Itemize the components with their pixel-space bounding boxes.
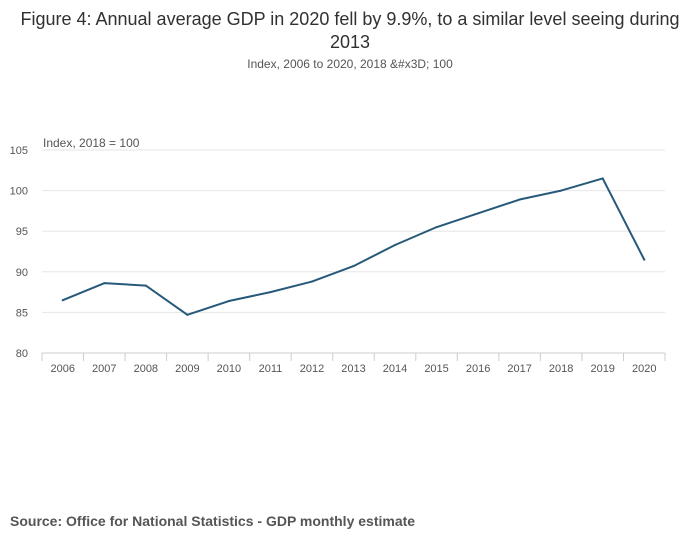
y-tick-label: 100 <box>10 186 28 198</box>
y-tick-label: 80 <box>16 348 28 360</box>
data-point <box>186 313 189 316</box>
source-note: Source: Office for National Statistics -… <box>10 513 416 529</box>
x-tick-label: 2019 <box>590 363 614 375</box>
x-tick-label: 2008 <box>134 363 158 375</box>
x-tick-label: 2016 <box>466 363 490 375</box>
data-point <box>144 284 147 287</box>
data-point <box>269 291 272 294</box>
x-tick-label: 2009 <box>175 363 199 375</box>
data-point <box>310 280 313 283</box>
x-tick-label: 2011 <box>259 363 283 375</box>
x-tick-label: 2020 <box>632 363 656 375</box>
x-tick-label: 2007 <box>92 363 116 375</box>
x-tick-label: 2018 <box>549 363 573 375</box>
y-axis-label: Index, 2018 = 100 <box>43 136 140 150</box>
data-point <box>61 299 64 302</box>
chart-subtitle: Index, 2006 to 2020, 2018 &#x3D; 100 <box>247 57 453 71</box>
data-point <box>601 177 604 180</box>
y-tick-label: 105 <box>10 145 28 157</box>
data-point <box>227 300 230 303</box>
x-tick-label: 2014 <box>383 363 407 375</box>
data-point <box>103 282 106 285</box>
data-point <box>477 212 480 215</box>
x-tick-label: 2015 <box>424 363 448 375</box>
chart-title: Figure 4: Annual average GDP in 2020 fel… <box>20 9 680 52</box>
data-point <box>560 189 563 192</box>
y-tick-label: 90 <box>16 267 28 279</box>
data-point <box>352 265 355 268</box>
x-tick-label: 2017 <box>507 363 531 375</box>
x-tick-label: 2013 <box>341 363 365 375</box>
x-tick-label: 2006 <box>51 363 75 375</box>
data-point <box>643 258 646 261</box>
y-tick-label: 95 <box>16 226 28 238</box>
data-point <box>518 198 521 201</box>
x-tick-label: 2010 <box>217 363 241 375</box>
series-line-gdp <box>61 177 646 316</box>
data-point <box>394 244 397 247</box>
data-point <box>435 226 438 229</box>
y-tick-label: 85 <box>16 307 28 319</box>
x-tick-label: 2012 <box>300 363 324 375</box>
